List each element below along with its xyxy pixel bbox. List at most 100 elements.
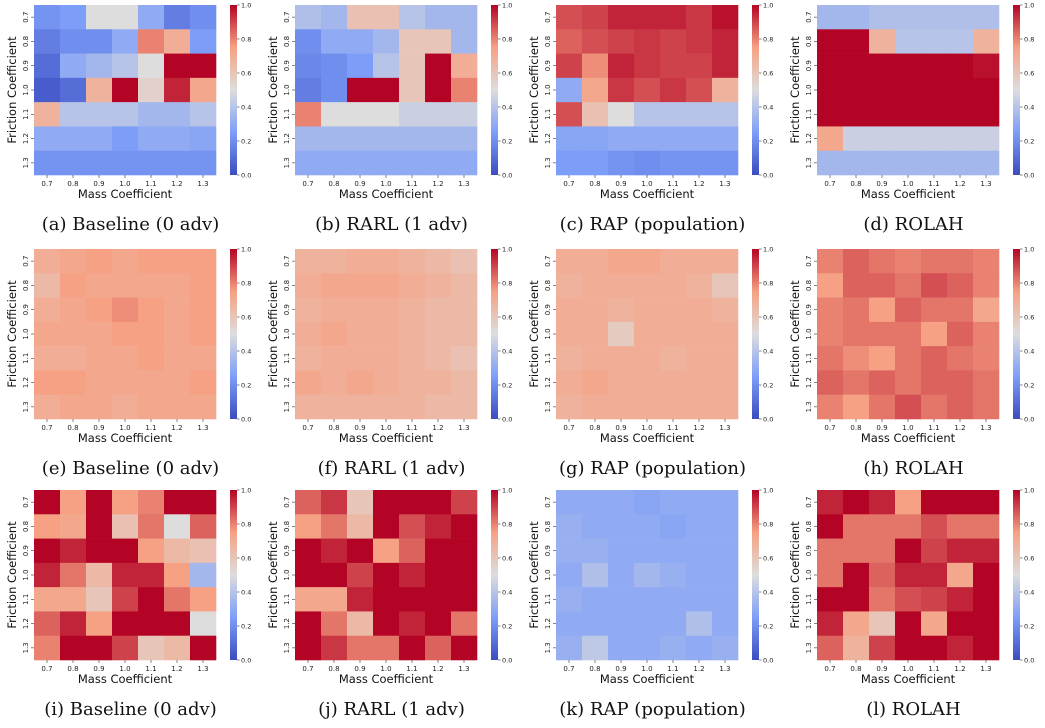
heatmap-cell (895, 611, 922, 637)
heatmap-cell (295, 77, 322, 103)
heatmap-cell (347, 5, 374, 30)
x-axis-label: Mass Coefficient (339, 672, 434, 686)
heatmap-cell (138, 394, 165, 420)
heatmap-svg: 0.7 0.8 0.9 1.0 1.1 1.2 1.3 0.7 0.8 0.9 1.0 1.1 1.2 1… (788, 1, 1034, 201)
heatmap-cell (817, 394, 844, 420)
heatmap-cell (451, 346, 478, 371)
x-tick-label: 1.3 (458, 665, 469, 673)
heatmap-cell (895, 102, 922, 127)
colorbar-tick-label: 0.6 (241, 554, 251, 562)
x-tick-label: 0.9 (876, 424, 887, 432)
heatmap-cell (112, 29, 139, 54)
heatmap-cell (817, 29, 844, 54)
heatmap-cell (973, 490, 1000, 515)
heatmap-cell (373, 587, 400, 612)
heatmap-cell (34, 102, 61, 127)
heatmap-cell (634, 297, 661, 323)
heatmap-cell (347, 249, 374, 274)
heatmap-cell (712, 346, 739, 371)
heatmap-cell (321, 321, 348, 347)
heatmap-cell (947, 53, 974, 79)
heatmap-cell (399, 77, 426, 103)
heatmap-cell (556, 126, 583, 152)
heatmap-cell (817, 490, 844, 515)
heatmap-cell (86, 150, 113, 176)
heatmap-cell (164, 562, 191, 588)
x-tick-label: 1.2 (693, 665, 704, 673)
heatmap-cell (869, 126, 896, 152)
x-tick-label: 1.0 (380, 424, 391, 432)
colorbar-tick-label: 0.0 (1024, 656, 1034, 664)
heatmap-cell (843, 249, 870, 274)
heatmap-cell (686, 346, 713, 371)
colorbar (752, 490, 759, 660)
y-tick-label: 1.3 (283, 401, 291, 412)
heatmap-cell (921, 490, 948, 515)
heatmap-cell (608, 538, 635, 564)
heatmap-cell (451, 126, 478, 152)
heatmap-cell (634, 635, 661, 661)
colorbar (1013, 249, 1020, 419)
heatmap-cell (556, 394, 583, 420)
x-tick-label: 1.1 (406, 424, 417, 432)
y-tick-label: 1.0 (544, 84, 552, 95)
heatmap-cell (399, 273, 426, 298)
heatmap-cell (634, 562, 661, 588)
heatmap-cell (869, 514, 896, 539)
heatmap-cell (425, 273, 452, 298)
y-axis-label: Friction Coefficient (5, 36, 19, 144)
heatmap-cell (112, 514, 139, 539)
heatmap-panel: 0.7 0.8 0.9 1.0 1.1 1.2 1.3 0.7 0.8 0.9 1.0 1.1 1.2 1… (783, 485, 1044, 727)
heatmap-cell (686, 538, 713, 564)
subfigure-caption: (f) RARL (1 adv) (317, 458, 466, 479)
heatmap-cell (947, 562, 974, 588)
heatmap-cell (373, 297, 400, 323)
heatmap-cell (556, 587, 583, 612)
heatmap-svg: 0.7 0.8 0.9 1.0 1.1 1.2 1.3 0.7 0.8 0.9 1.0 1.1 1.2 1… (266, 245, 512, 445)
heatmap-cell (347, 29, 374, 54)
heatmap-cell (347, 53, 374, 79)
heatmap-cell (60, 370, 87, 396)
heatmap-cell (451, 102, 478, 127)
y-tick-label: 0.8 (283, 521, 291, 532)
heatmap-cell (138, 102, 165, 127)
heatmap-cell (138, 77, 165, 103)
heatmap-cell (451, 370, 478, 396)
heatmap-cell (817, 150, 844, 176)
x-tick-label: 1.1 (406, 665, 417, 673)
heatmap-cell (556, 297, 583, 323)
heatmap-cell (425, 490, 452, 515)
heatmap-cell (86, 538, 113, 564)
heatmap-cell (347, 514, 374, 539)
colorbar-tick-label: 1.0 (1024, 245, 1034, 253)
colorbar-tick-label: 0.8 (241, 279, 251, 287)
heatmap-cell (869, 273, 896, 298)
y-tick-label: 1.0 (22, 569, 30, 580)
heatmap-cell (295, 5, 322, 30)
x-tick-label: 1.2 (171, 424, 182, 432)
heatmap-cell (60, 273, 87, 298)
heatmap-cell (817, 370, 844, 396)
y-tick-label: 0.9 (283, 60, 291, 71)
heatmap-cell (295, 394, 322, 420)
heatmap-cell (425, 538, 452, 564)
x-tick-label: 0.7 (302, 180, 313, 188)
heatmap-cell (164, 370, 191, 396)
x-tick-label: 0.9 (354, 665, 365, 673)
colorbar-tick-label: 0.4 (763, 588, 773, 596)
x-tick-label: 1.3 (980, 424, 991, 432)
heatmap-cell (921, 562, 948, 588)
heatmap-cell (712, 150, 739, 176)
heatmap-cell (295, 102, 322, 127)
x-tick-label: 0.7 (302, 665, 313, 673)
heatmap-cell (660, 273, 687, 298)
heatmap-cell (34, 562, 61, 588)
heatmap-cell (921, 5, 948, 30)
colorbar-tick-label: 0.2 (502, 381, 512, 389)
heatmap-cell (660, 538, 687, 564)
heatmap-cell (425, 562, 452, 588)
heatmap-cell (164, 102, 191, 127)
y-tick-label: 1.1 (805, 353, 813, 364)
subfigure-caption: (j) RARL (1 adv) (318, 699, 465, 720)
heatmap-cell (295, 249, 322, 274)
